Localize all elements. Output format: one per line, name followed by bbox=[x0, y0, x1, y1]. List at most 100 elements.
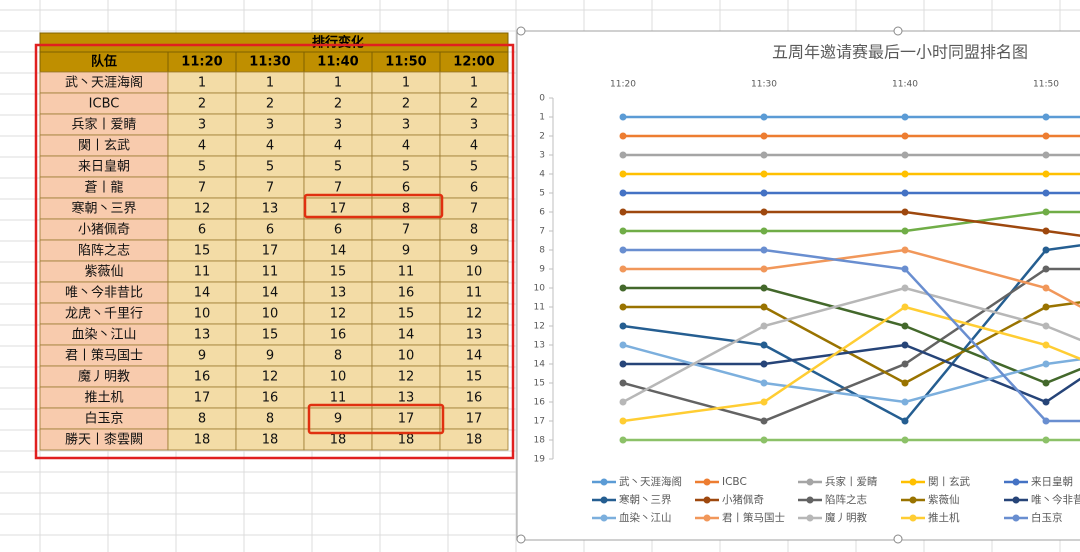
legend-marker bbox=[703, 514, 711, 522]
y-tick-label: 7 bbox=[539, 227, 545, 237]
rank-value: 10 bbox=[398, 349, 415, 364]
series-marker bbox=[619, 208, 627, 216]
rank-value: 9 bbox=[402, 244, 410, 259]
header-label: 11:30 bbox=[249, 55, 290, 70]
rank-value: 2 bbox=[266, 97, 274, 112]
series-marker bbox=[1042, 265, 1050, 273]
resize-handle[interactable] bbox=[516, 26, 526, 36]
rank-value: 8 bbox=[198, 412, 206, 427]
rank-value: 4 bbox=[402, 139, 410, 154]
legend-marker bbox=[600, 478, 608, 486]
legend-label: 君丨策马国士 bbox=[722, 511, 785, 524]
highlight-box bbox=[307, 403, 445, 435]
rank-value: 17 bbox=[466, 412, 483, 427]
series-marker bbox=[619, 360, 627, 368]
rank-value: 5 bbox=[470, 160, 478, 175]
rank-value: 5 bbox=[198, 160, 206, 175]
rank-value: 16 bbox=[330, 328, 347, 343]
series-marker bbox=[1042, 246, 1050, 254]
rank-value: 10 bbox=[262, 307, 279, 322]
team-name: 蒼丨龍 bbox=[84, 180, 123, 196]
series-marker bbox=[619, 227, 627, 235]
series-marker bbox=[619, 170, 627, 178]
rank-value: 5 bbox=[334, 160, 342, 175]
rank-value: 7 bbox=[266, 181, 274, 196]
rank-value: 7 bbox=[470, 202, 478, 217]
series-marker bbox=[760, 341, 768, 349]
series-marker bbox=[901, 208, 909, 216]
rank-value: 1 bbox=[266, 76, 274, 91]
team-name: 龙虎丶千里行 bbox=[65, 307, 143, 322]
rank-value: 8 bbox=[402, 202, 410, 217]
rank-value: 10 bbox=[466, 265, 483, 280]
resize-handle[interactable] bbox=[893, 534, 903, 544]
rank-value: 3 bbox=[334, 118, 342, 133]
series-marker bbox=[901, 284, 909, 292]
series-marker bbox=[901, 170, 909, 178]
series-marker bbox=[760, 284, 768, 292]
rank-value: 13 bbox=[262, 202, 279, 217]
y-tick-label: 3 bbox=[539, 151, 545, 161]
chart-frame bbox=[516, 30, 1080, 541]
rank-value: 9 bbox=[266, 349, 274, 364]
legend-marker bbox=[1012, 496, 1020, 504]
rank-value: 5 bbox=[402, 160, 410, 175]
legend-label: 関丨玄武 bbox=[928, 475, 970, 488]
y-tick-label: 19 bbox=[534, 455, 546, 465]
rank-value: 11 bbox=[466, 286, 483, 301]
team-name: 小猪佩奇 bbox=[78, 222, 130, 238]
title-cell bbox=[39, 32, 509, 53]
rank-value: 13 bbox=[194, 328, 211, 343]
legend-label: 血染丶江山 bbox=[619, 511, 672, 524]
rank-value: 3 bbox=[198, 118, 206, 133]
team-name: 寒朝丶三界 bbox=[71, 201, 136, 217]
rank-value: 11 bbox=[262, 265, 279, 280]
series-marker bbox=[1042, 341, 1050, 349]
series-marker bbox=[760, 208, 768, 216]
rank-value: 3 bbox=[402, 118, 410, 133]
rank-value: 6 bbox=[402, 181, 410, 196]
header-label: 队伍 bbox=[91, 54, 117, 70]
legend-marker bbox=[600, 514, 608, 522]
rank-value: 15 bbox=[330, 265, 347, 280]
rank-value: 15 bbox=[194, 244, 211, 259]
rank-value: 11 bbox=[194, 265, 211, 280]
rank-value: 9 bbox=[334, 412, 342, 427]
rank-value: 7 bbox=[334, 181, 342, 196]
series-marker bbox=[760, 303, 768, 311]
rank-value: 12 bbox=[398, 370, 415, 385]
series-marker bbox=[901, 246, 909, 254]
rank-value: 16 bbox=[194, 370, 211, 385]
header-label: 12:00 bbox=[453, 55, 494, 70]
series-marker bbox=[619, 436, 627, 444]
rank-value: 3 bbox=[266, 118, 274, 133]
rank-value: 10 bbox=[330, 370, 347, 385]
series-marker bbox=[901, 379, 909, 387]
rank-value: 8 bbox=[470, 223, 478, 238]
rank-value: 17 bbox=[262, 244, 279, 259]
rank-value: 6 bbox=[334, 223, 342, 238]
legend-label: 魔丿明教 bbox=[825, 511, 867, 524]
rank-value: 15 bbox=[466, 370, 483, 385]
selection-border bbox=[34, 43, 515, 460]
team-name: 唯丶今非昔比 bbox=[65, 285, 143, 301]
rank-value: 12 bbox=[330, 307, 347, 322]
rank-value: 15 bbox=[262, 328, 279, 343]
series-marker bbox=[619, 322, 627, 330]
series-marker bbox=[901, 322, 909, 330]
legend-marker bbox=[1012, 514, 1020, 522]
series-marker bbox=[1042, 189, 1050, 197]
resize-handle[interactable] bbox=[893, 26, 903, 36]
series-marker bbox=[1042, 132, 1050, 140]
x-tick-label: 11:20 bbox=[610, 80, 636, 90]
series-marker bbox=[1042, 113, 1050, 121]
series-marker bbox=[760, 189, 768, 197]
legend-marker bbox=[600, 496, 608, 504]
rank-value: 11 bbox=[330, 391, 347, 406]
resize-handle[interactable] bbox=[516, 534, 526, 544]
series-marker bbox=[619, 132, 627, 140]
series-marker bbox=[901, 341, 909, 349]
y-tick-label: 14 bbox=[534, 360, 546, 370]
rank-value: 14 bbox=[262, 286, 279, 301]
series-marker bbox=[619, 417, 627, 425]
